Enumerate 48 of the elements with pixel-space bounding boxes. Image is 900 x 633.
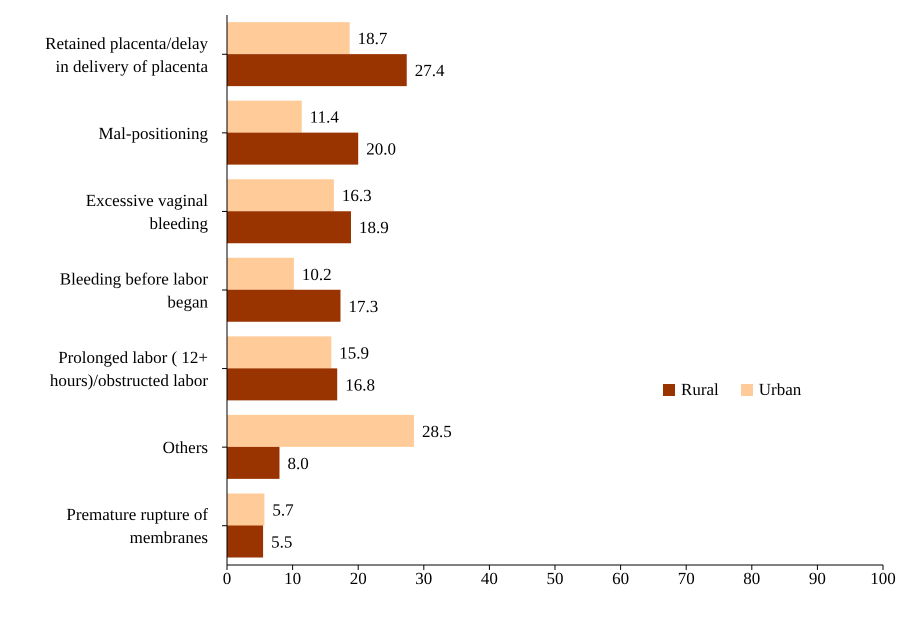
bar bbox=[227, 290, 340, 322]
x-tick-label: 0 bbox=[222, 569, 232, 588]
bar bbox=[227, 446, 280, 479]
bar bbox=[227, 526, 264, 558]
x-tick-label: 80 bbox=[743, 569, 760, 588]
bar bbox=[227, 494, 264, 526]
data-label: 16.8 bbox=[345, 375, 375, 394]
x-tick-label: 70 bbox=[678, 569, 695, 588]
data-label: 16.3 bbox=[342, 186, 372, 206]
y-tick-label: Retained placenta/delay in delivery of placenta bbox=[45, 33, 208, 76]
bar bbox=[227, 336, 332, 368]
bar bbox=[227, 179, 334, 212]
bar bbox=[227, 368, 338, 400]
bar bbox=[227, 211, 351, 244]
y-tick-label: Bleeding before labor began bbox=[60, 269, 208, 311]
x-tick-label: 20 bbox=[350, 569, 367, 588]
y-tick-label: Premature rupture of membranes bbox=[66, 504, 208, 547]
x-tick-label: 10 bbox=[284, 569, 302, 588]
data-label: 20.0 bbox=[366, 140, 396, 159]
bar bbox=[227, 414, 414, 447]
y-tick-label: Excessive vaginal bleeding bbox=[86, 190, 208, 232]
bar bbox=[227, 22, 350, 54]
bar bbox=[227, 258, 294, 290]
data-label: 11.4 bbox=[310, 108, 340, 127]
y-tick-label: Others bbox=[162, 438, 208, 457]
y-tick-label: Mal-positioning bbox=[98, 123, 208, 142]
bar bbox=[227, 54, 407, 86]
y-tick-label: Prolonged labor ( 12+ hours)/obstructed labor bbox=[50, 348, 208, 390]
data-label: 10.2 bbox=[302, 264, 332, 284]
legend-label: Rural bbox=[681, 380, 719, 400]
x-tick-label: 40 bbox=[480, 569, 498, 588]
legend-label: Urban bbox=[758, 380, 802, 400]
data-label: 17.3 bbox=[348, 296, 378, 316]
bar bbox=[227, 100, 302, 133]
data-label: 18.7 bbox=[358, 29, 388, 48]
data-label: 5.7 bbox=[272, 500, 294, 520]
data-label: 8.0 bbox=[287, 454, 309, 473]
data-label: 28.5 bbox=[422, 422, 452, 441]
x-tick-label: 100 bbox=[870, 569, 896, 588]
x-tick-label: 90 bbox=[808, 569, 826, 588]
x-tick-label: 30 bbox=[415, 569, 432, 588]
bar bbox=[227, 132, 358, 165]
data-label: 5.5 bbox=[271, 532, 292, 552]
x-tick-label: 50 bbox=[546, 569, 564, 588]
data-label: 15.9 bbox=[339, 343, 370, 362]
data-label: 27.4 bbox=[414, 61, 445, 80]
data-label: 18.9 bbox=[358, 218, 389, 238]
x-tick-label: 60 bbox=[612, 569, 630, 588]
